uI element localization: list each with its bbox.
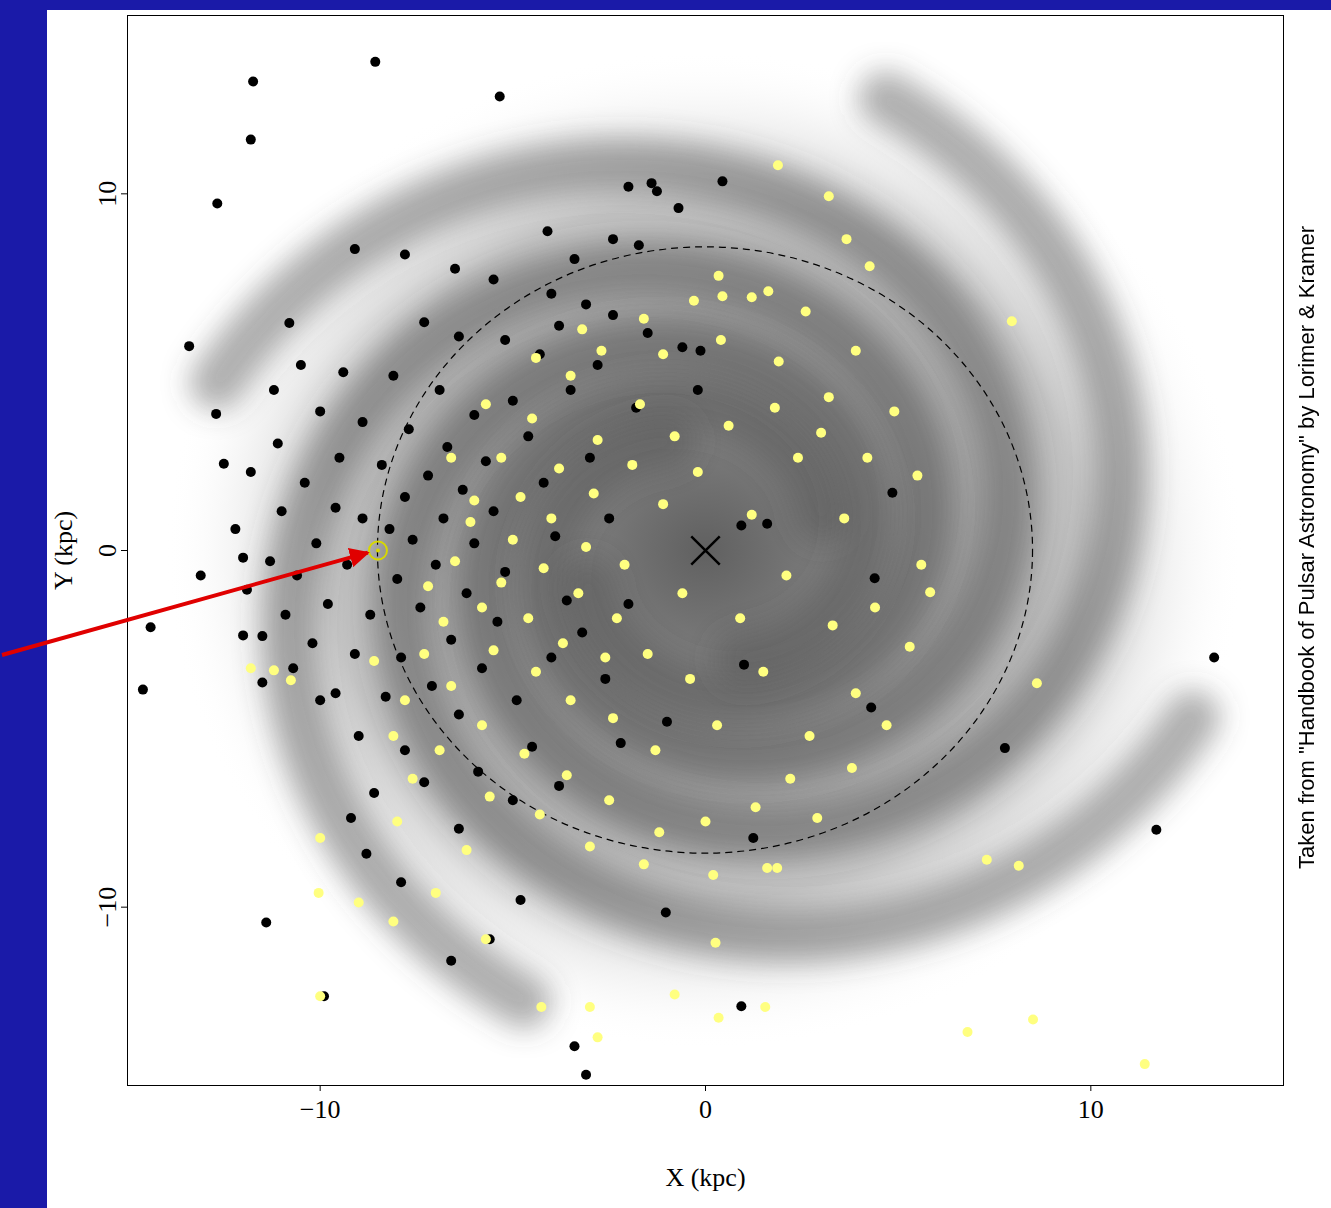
svg-text:0: 0: [93, 544, 122, 557]
svg-text:X (kpc): X (kpc): [665, 1163, 745, 1192]
html-text:Taken from "Handbook of Pulsar: Taken from "Handbook of Pulsar Astronomy…: [1294, 226, 1319, 869]
svg-text:−10: −10: [93, 887, 122, 928]
svg-text:−10: −10: [300, 1095, 341, 1124]
svg-text:10: 10: [93, 181, 122, 207]
svg-text:0: 0: [699, 1095, 712, 1124]
svg-text:10: 10: [1078, 1095, 1104, 1124]
svg-text:Y (kpc): Y (kpc): [49, 511, 78, 590]
